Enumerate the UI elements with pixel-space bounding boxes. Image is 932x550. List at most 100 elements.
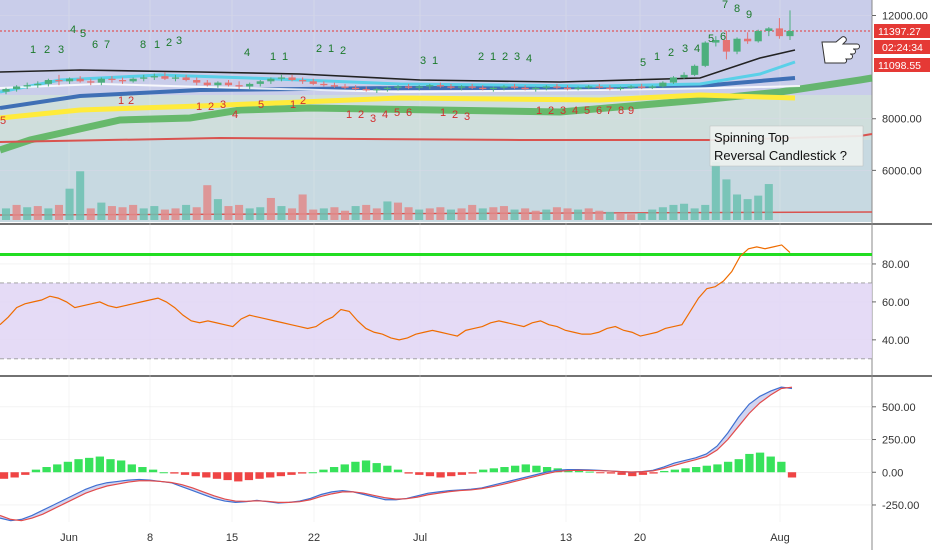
volume-bar bbox=[605, 211, 614, 220]
candle-body bbox=[235, 85, 243, 87]
macd-histogram-bar bbox=[755, 452, 765, 473]
sell-sequence-label: 1 bbox=[118, 95, 124, 107]
volume-bar bbox=[266, 197, 275, 220]
macd-histogram-bar bbox=[0, 472, 9, 479]
x-tick-label: Jun bbox=[60, 532, 78, 544]
macd-histogram-bar bbox=[436, 472, 445, 478]
candle-body bbox=[765, 28, 773, 31]
volume-bar bbox=[521, 208, 530, 220]
sma-green-band bbox=[0, 74, 873, 154]
buy-sequence-label: 5 bbox=[80, 28, 86, 40]
sell-sequence-label: 9 bbox=[628, 105, 634, 117]
candle-body bbox=[394, 86, 402, 88]
macd-histogram-bar bbox=[468, 472, 477, 474]
x-tick-label: 13 bbox=[560, 532, 572, 544]
buy-sequence-label: 3 bbox=[420, 55, 426, 67]
macd-panel[interactable] bbox=[0, 386, 797, 522]
macd-histogram-bar bbox=[500, 467, 509, 473]
sell-sequence-label: 3 bbox=[220, 99, 226, 111]
macd-histogram-bar bbox=[777, 461, 786, 473]
rsi-line bbox=[0, 244, 791, 341]
rsi-band bbox=[0, 282, 872, 359]
macd-histogram-bar bbox=[298, 472, 307, 474]
sell-sequence-label: 5 bbox=[258, 99, 264, 111]
macd-histogram-bar bbox=[447, 472, 456, 477]
candle-body bbox=[256, 81, 264, 84]
volume-bar bbox=[341, 210, 350, 220]
volume-bar bbox=[552, 207, 561, 220]
volume-bar bbox=[584, 208, 593, 220]
macd-histogram-bar bbox=[287, 472, 296, 475]
candle-body bbox=[775, 28, 784, 37]
buy-sequence-label: 6 bbox=[92, 39, 98, 51]
candle-body bbox=[754, 30, 762, 42]
sell-sequence-label: 2 bbox=[208, 101, 214, 113]
volume-bar bbox=[510, 209, 519, 220]
macd-histogram-bar bbox=[95, 456, 104, 473]
macd-histogram-bar bbox=[787, 472, 797, 478]
volume-bar bbox=[701, 204, 710, 220]
macd-histogram-bar bbox=[212, 472, 222, 479]
macd-histogram-bar bbox=[617, 472, 626, 475]
volume-bar bbox=[171, 208, 180, 220]
macd-histogram-bar bbox=[766, 456, 775, 473]
x-tick-label: Aug bbox=[770, 532, 790, 544]
volume-bar bbox=[44, 208, 53, 220]
sell-sequence-label: 3 bbox=[464, 111, 470, 123]
macd-histogram-bar bbox=[308, 472, 317, 474]
candle-body bbox=[415, 86, 423, 88]
volume-bar bbox=[616, 213, 625, 220]
candle-body bbox=[34, 83, 42, 86]
volume-bar bbox=[595, 210, 604, 220]
macd-histogram-bar bbox=[340, 464, 349, 473]
candle-body bbox=[500, 86, 508, 88]
sell-sequence-label: 5 bbox=[584, 105, 590, 117]
candle-body bbox=[563, 87, 572, 90]
sell-sequence-label: 1 bbox=[290, 99, 296, 111]
candle-body bbox=[659, 82, 667, 87]
price-panel[interactable]: 1 2 34 56 7 8 1 2 34 1 12 1 23 1 2 1 2 3 4 5 1 2 3 45 67 8 91 2 1 2 34… bbox=[0, 0, 873, 220]
macd-histogram-bar bbox=[255, 472, 264, 479]
rsi-panel[interactable] bbox=[0, 244, 872, 360]
price-axis[interactable]: Jun 8 15 22 Jul 13 20 Aug12000.008000.006000.00… bbox=[60, 10, 928, 544]
macd-histogram-bar bbox=[521, 464, 530, 473]
macd-histogram-bar bbox=[276, 472, 286, 477]
macd-histogram-bar bbox=[63, 461, 73, 473]
volume-bar bbox=[65, 188, 74, 220]
buy-sequence-label: 1 bbox=[270, 51, 276, 63]
candle-body bbox=[288, 77, 296, 81]
sell-sequence-label: 7 bbox=[606, 105, 612, 117]
last-price-badge bbox=[874, 24, 930, 38]
volume-bar bbox=[372, 208, 381, 220]
volume-bar bbox=[425, 208, 434, 220]
sma-blue-band bbox=[0, 76, 796, 110]
x-tick-label: 22 bbox=[308, 532, 320, 544]
macd-histogram-bar bbox=[723, 461, 733, 473]
volume-bar bbox=[648, 209, 657, 220]
sell-sequence-label: 2 bbox=[300, 95, 306, 107]
sell-sequence-label: 8 bbox=[618, 105, 624, 117]
candle-body bbox=[352, 87, 360, 90]
buy-sequence-label: 3 bbox=[58, 44, 64, 56]
buy-sequence-label: 2 bbox=[340, 45, 346, 57]
candle-body bbox=[542, 86, 550, 88]
macd-histogram-bar bbox=[745, 453, 754, 473]
x-tick-label: Jul bbox=[413, 532, 427, 544]
rsi-tick-label: 60.00 bbox=[882, 297, 910, 309]
macd-signal-line bbox=[0, 386, 793, 522]
volume-bar bbox=[139, 208, 148, 220]
candle-body bbox=[129, 78, 137, 82]
macd-histogram-bar bbox=[681, 468, 690, 473]
buy-sequence-label: 2 bbox=[668, 47, 674, 59]
volume-bar bbox=[76, 171, 85, 220]
sell-sequence-label: 2 bbox=[128, 95, 134, 107]
macd-histogram-bar bbox=[734, 459, 743, 473]
sell-sequence-label: 6 bbox=[406, 107, 412, 119]
macd-histogram-bar bbox=[106, 459, 115, 473]
candle-body bbox=[744, 38, 752, 42]
buy-sequence-label: 5 bbox=[708, 33, 714, 45]
volume-bar bbox=[298, 194, 307, 220]
volume-bar bbox=[404, 207, 413, 220]
sma-yellow-band bbox=[0, 92, 796, 121]
